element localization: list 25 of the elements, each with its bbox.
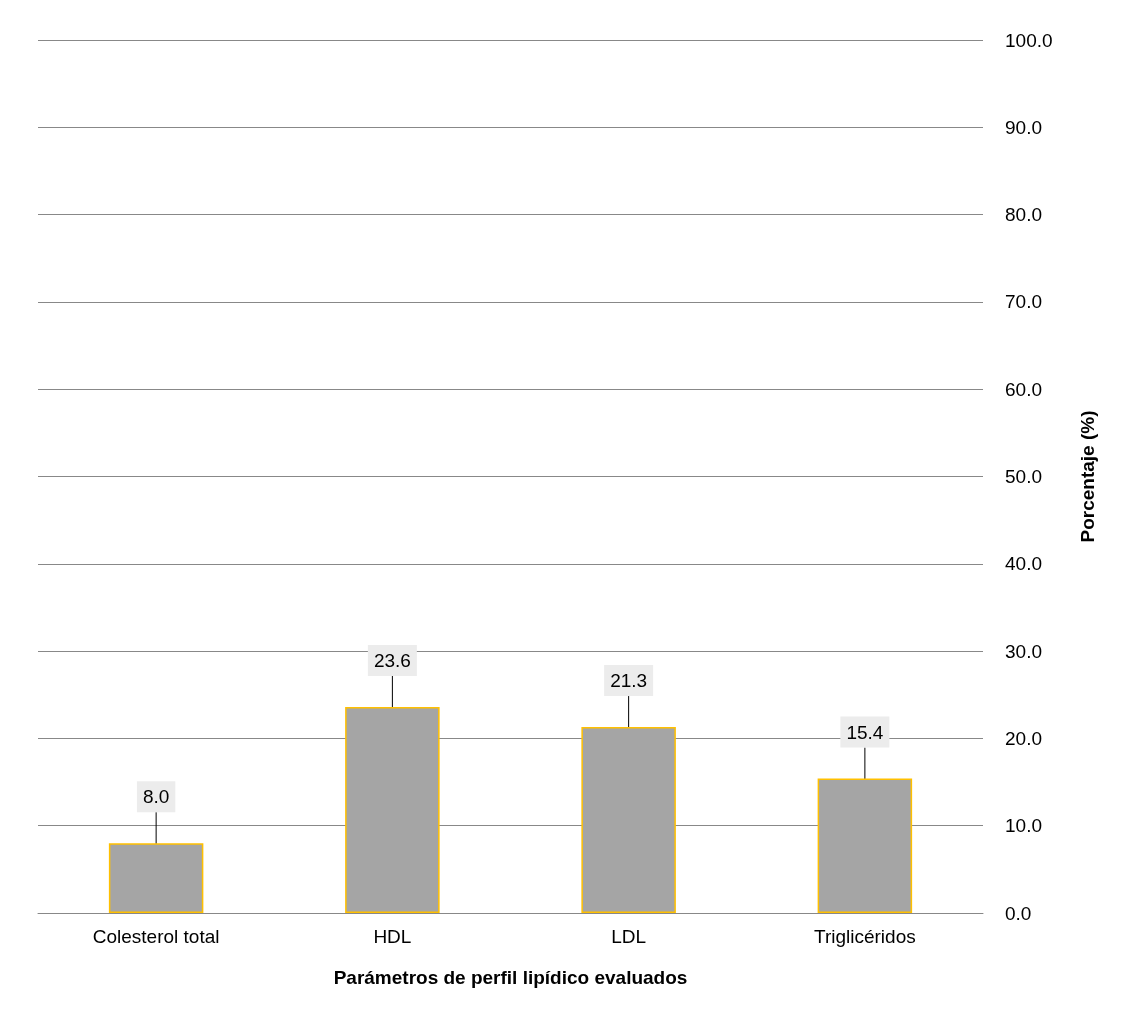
y-tick-label: 80.0 <box>1005 204 1042 226</box>
x-tick-label: Colesterol total <box>92 926 220 947</box>
bar <box>108 843 204 913</box>
y-tick-label: 30.0 <box>1005 640 1042 662</box>
bar <box>581 727 676 913</box>
bar <box>817 778 913 913</box>
x-tick-label: HDL <box>373 926 412 947</box>
data-label: 21.3 <box>610 670 648 692</box>
y-tick-label: 90.0 <box>1005 116 1042 138</box>
x-tick-label: Triglicéridos <box>814 926 916 947</box>
y-tick-label: 0.0 <box>1005 902 1032 924</box>
data-label: 23.6 <box>373 649 411 671</box>
x-axis-title: Parámetros de perfil lipídico evaluados <box>333 967 688 988</box>
y-tick-label: 50.0 <box>1005 466 1042 487</box>
y-tick-label: 10.0 <box>1005 815 1042 837</box>
y-tick-label: 100.0 <box>1005 29 1053 51</box>
data-label: 8.0 <box>142 786 170 808</box>
y-tick-label: 20.0 <box>1005 727 1042 749</box>
bar <box>345 706 440 913</box>
y-axis-title: Porcentaje (%) <box>1077 410 1098 543</box>
y-tick-label: 40.0 <box>1005 553 1042 575</box>
y-tick-label: 70.0 <box>1005 291 1042 313</box>
x-tick-label: LDL <box>611 926 647 947</box>
data-label: 15.4 <box>846 721 884 743</box>
y-tick-label: 60.0 <box>1005 378 1042 400</box>
